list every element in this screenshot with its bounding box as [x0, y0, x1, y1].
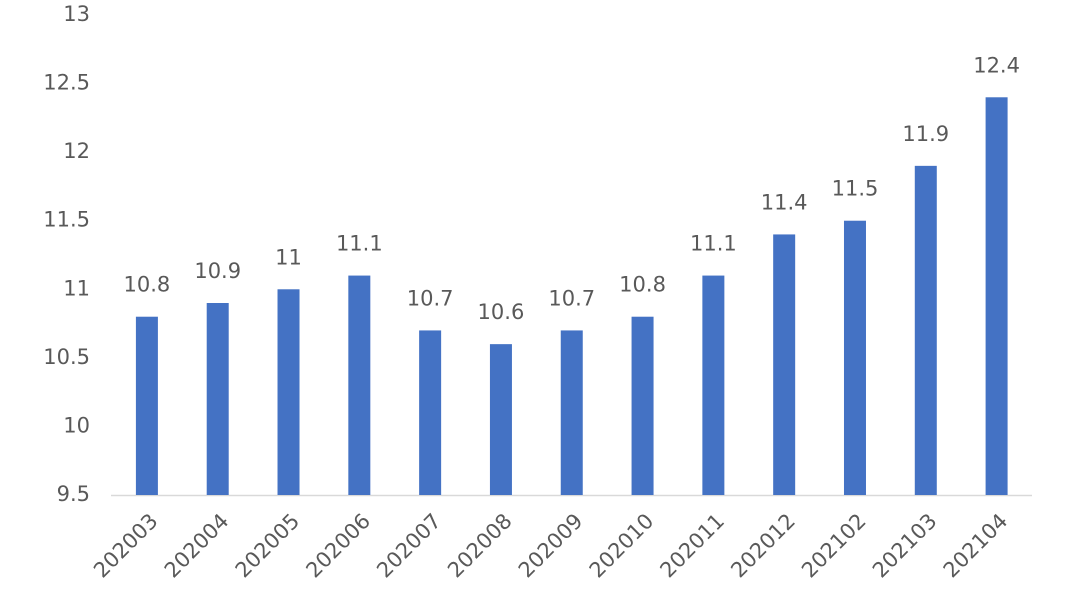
bar [348, 275, 371, 495]
data-label: 10.6 [478, 300, 525, 324]
data-label: 12.4 [973, 53, 1020, 77]
x-tick-label: 202012 [726, 509, 800, 583]
data-label: 10.7 [548, 286, 595, 310]
y-tick-label: 13 [63, 2, 90, 26]
data-label: 11.1 [336, 232, 383, 256]
bar [419, 330, 442, 495]
bar [843, 220, 866, 495]
y-tick-label: 12 [63, 139, 90, 163]
y-tick-label: 11.5 [43, 208, 90, 232]
y-tick-label: 10 [63, 413, 90, 437]
x-tick-label: 202011 [655, 509, 729, 583]
y-tick-label: 11 [63, 276, 90, 300]
data-label: 11.9 [902, 122, 949, 146]
data-label: 10.9 [194, 259, 241, 283]
data-label: 11.5 [832, 177, 879, 201]
x-tick-label: 202003 [89, 509, 163, 583]
bar [914, 165, 937, 495]
bar [631, 316, 654, 495]
data-label: 11.1 [690, 232, 737, 256]
bar [560, 330, 583, 495]
bar [135, 316, 158, 495]
x-tick-label: 202103 [868, 509, 942, 583]
data-label: 10.8 [124, 273, 171, 297]
x-tick-label: 202010 [585, 509, 659, 583]
data-label: 11.4 [761, 190, 808, 214]
y-tick-label: 9.5 [57, 482, 90, 506]
bar [773, 234, 796, 495]
bar [702, 275, 725, 495]
bar [985, 97, 1008, 496]
y-tick-label: 10.5 [43, 345, 90, 369]
x-tick-label: 202004 [160, 509, 234, 583]
bar [206, 303, 229, 495]
bar [489, 344, 512, 495]
y-tick-label: 12.5 [43, 71, 90, 95]
x-tick-label: 202102 [797, 509, 871, 583]
data-label: 10.8 [619, 273, 666, 297]
x-tick-label: 202005 [231, 509, 305, 583]
x-tick-label: 202009 [514, 509, 588, 583]
x-tick-label: 202007 [372, 509, 446, 583]
bar [277, 289, 300, 495]
x-tick-label: 202006 [301, 509, 375, 583]
data-label: 10.7 [407, 286, 454, 310]
data-label: 11 [275, 245, 302, 269]
x-tick-label: 202104 [939, 509, 1013, 583]
x-tick-label: 202008 [443, 509, 517, 583]
